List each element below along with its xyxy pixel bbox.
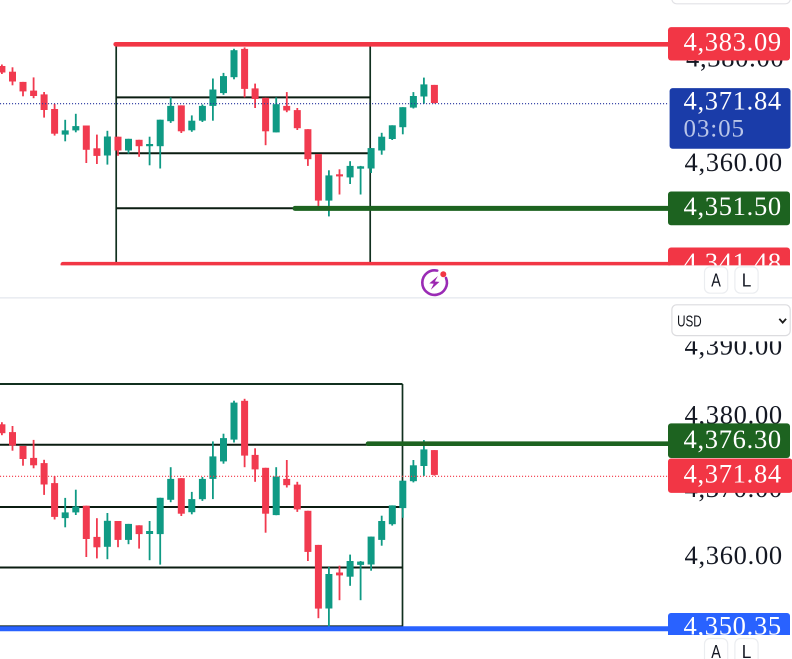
svg-text:03:05: 03:05 [684,116,745,143]
svg-text:A: A [711,642,721,659]
svg-text:4,376.30: 4,376.30 [684,424,782,454]
svg-text:4,341.48: 4,341.48 [684,247,782,277]
svg-text:L: L [742,271,752,291]
svg-text:4,360.00: 4,360.00 [685,147,783,177]
svg-text:4,383.09: 4,383.09 [684,26,782,56]
svg-text:4,371.84: 4,371.84 [684,85,782,115]
svg-text:4,371.84: 4,371.84 [684,459,782,489]
svg-text:4,360.00: 4,360.00 [685,540,783,570]
svg-text:L: L [742,642,752,659]
svg-text:4,350.35: 4,350.35 [684,611,782,641]
svg-text:4,351.50: 4,351.50 [684,191,782,221]
svg-text:A: A [711,271,721,291]
svg-text:USD: USD [677,313,702,330]
svg-text:4,390.00: 4,390.00 [685,331,783,361]
